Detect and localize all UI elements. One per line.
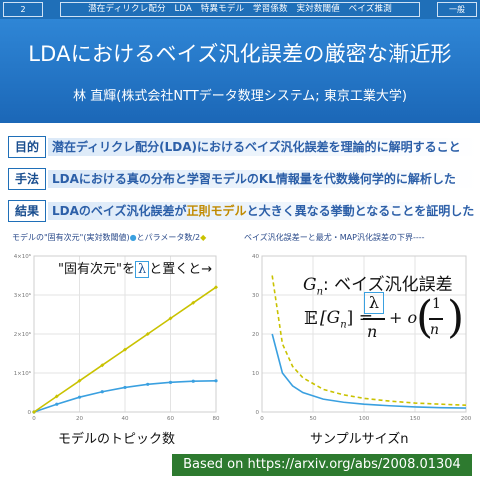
- annotation-left: "固有次元"を: [58, 262, 135, 277]
- right-chart-caption: サンプルサイズn: [310, 432, 409, 447]
- y-tick-label: 2×10⁶: [14, 331, 32, 338]
- tag-purpose: 目的: [8, 136, 46, 158]
- tag-result: 結果: [8, 200, 46, 222]
- keyword-breadcrumb: 潜在ディリクレ配分 LDA 特異モデル 学習係数 実対数閾値 ベイズ推測: [60, 2, 420, 17]
- plot-frame: [33, 255, 217, 413]
- data-point: [77, 378, 82, 383]
- data-point: [123, 347, 127, 352]
- data-point: [100, 390, 104, 394]
- right-paren: ): [447, 292, 465, 343]
- x-tick-label: 0: [32, 416, 36, 422]
- formula-subscript: n: [316, 286, 324, 298]
- expectation-symbol: 𝔼: [304, 308, 318, 329]
- row-stripe: [48, 170, 478, 188]
- x-tick-label: 150: [410, 416, 421, 422]
- formula-title: Gn: ベイズ汎化誤差: [303, 270, 453, 297]
- source-banner: Based on https://arxiv.org/abs/2008.0130…: [172, 454, 472, 476]
- data-point: [100, 363, 105, 368]
- inner-denominator: n: [430, 322, 440, 338]
- left-chart-caption: モデルのトピック数: [58, 432, 176, 447]
- data-point: [191, 379, 195, 383]
- denominator-n: n: [367, 322, 378, 341]
- lambda-numerator: λ: [364, 292, 384, 314]
- data-point: [168, 316, 173, 321]
- y-tick-label: 10: [252, 371, 259, 377]
- x-tick-label: 80: [213, 416, 220, 422]
- y-tick-label: 3×10⁶: [14, 292, 32, 299]
- left-paren: (: [416, 292, 434, 343]
- data-point: [123, 385, 127, 390]
- x-tick-label: 40: [122, 416, 129, 422]
- data-point: [55, 402, 59, 406]
- row-stripe: [48, 202, 478, 220]
- header-bar: 2 潜在ディリクレ配分 LDA 特異モデル 学習係数 実対数閾値 ベイズ推測 一…: [0, 0, 480, 19]
- series-line: [271, 275, 467, 406]
- x-tick-label: 100: [359, 416, 370, 422]
- data-point: [214, 379, 218, 383]
- x-tick-label: 50: [310, 416, 317, 422]
- formula-label: : ベイズ汎化誤差: [323, 275, 453, 295]
- y-tick-label: 30: [252, 293, 259, 299]
- series-line: [271, 333, 467, 409]
- formula-equation: 𝔼 [Gn] = λ n + o ( 1 n ): [300, 292, 470, 352]
- left-chart-header: モデルの"固有次元"(実対数閾値)●とパラメータ数/2◆: [12, 232, 206, 243]
- title-banner: LDAにおけるベイズ汎化誤差の厳密な漸近形 林 直輝(株式会社NTTデータ数理シ…: [0, 19, 480, 123]
- left-chart-header-middle: とパラメータ数/2: [136, 233, 201, 242]
- x-tick-label: 60: [167, 416, 174, 422]
- x-tick-label: 20: [76, 416, 83, 422]
- data-point: [214, 285, 218, 290]
- y-tick-label: 1×10⁶: [14, 370, 32, 377]
- category-badge: 一般: [437, 2, 477, 17]
- y-tick-label: 20: [252, 332, 259, 338]
- data-point: [145, 332, 150, 336]
- right-chart-header: ベイズ汎化誤差ーと最尤・MAP汎化誤差の下界----: [244, 233, 425, 242]
- inner-fraction-bar: [429, 318, 443, 320]
- fraction-bar: [363, 318, 385, 320]
- left-chart: 0 1×10⁶ 2×10⁶ 3×10⁶ 4×10⁶ 0 20 40 60 80: [14, 253, 220, 422]
- x-tick-label: 200: [461, 416, 472, 422]
- eq-sub: n: [340, 319, 347, 331]
- result-text-highlight: 正則モデル: [186, 204, 247, 218]
- x-tick-label: 0: [260, 416, 264, 422]
- eq-left: [G: [320, 308, 341, 328]
- author-line: 林 直輝(株式会社NTTデータ数理システム; 東京工業大学): [73, 89, 407, 104]
- y-tick-label: 0: [28, 410, 32, 416]
- data-point: [32, 410, 36, 414]
- y-tick-label: 40: [252, 254, 259, 260]
- lambda-box: λ: [134, 261, 150, 278]
- tag-method: 手法: [8, 168, 46, 190]
- purpose-text: 潜在ディリクレ配分(LDA)におけるベイズ汎化誤差を理論的に解明すること: [52, 140, 461, 154]
- data-point: [54, 394, 59, 399]
- y-tick-label: 0: [256, 410, 260, 416]
- result-text-before: LDAのベイズ汎化誤差が: [52, 204, 187, 218]
- left-chart-header-prefix: モデルの"固有次元"(実対数閾値): [12, 233, 130, 242]
- annotation-right: と置くと→: [149, 262, 213, 277]
- y-tick-label: 4×10⁶: [14, 253, 32, 260]
- method-text: LDAにおける真の分布と学習モデルのKL情報量を代数幾何学的に解析した: [52, 172, 456, 186]
- result-text-after: と大きく異なる挙動となることを証明した: [246, 204, 475, 218]
- result-text: LDAのベイズ汎化誤差が正則モデルと大きく異なる挙動となることを証明した: [52, 202, 474, 220]
- data-point: [146, 382, 150, 386]
- little-o: + o: [389, 308, 418, 327]
- formula-symbol: G: [303, 275, 317, 295]
- circle-marker-icon: ●: [129, 233, 137, 242]
- row-stripe: [48, 138, 478, 156]
- data-point: [168, 380, 173, 384]
- data-point: [77, 395, 82, 399]
- data-point: [191, 300, 196, 305]
- plot-frame: [261, 255, 467, 413]
- annotation: "固有次元"を λ と置くと→: [58, 258, 212, 278]
- page-number: 2: [3, 2, 43, 17]
- diamond-marker-icon: ◆: [200, 233, 207, 242]
- page-title: LDAにおけるベイズ汎化誤差の厳密な漸近形: [28, 42, 452, 66]
- inner-numerator: 1: [432, 296, 441, 312]
